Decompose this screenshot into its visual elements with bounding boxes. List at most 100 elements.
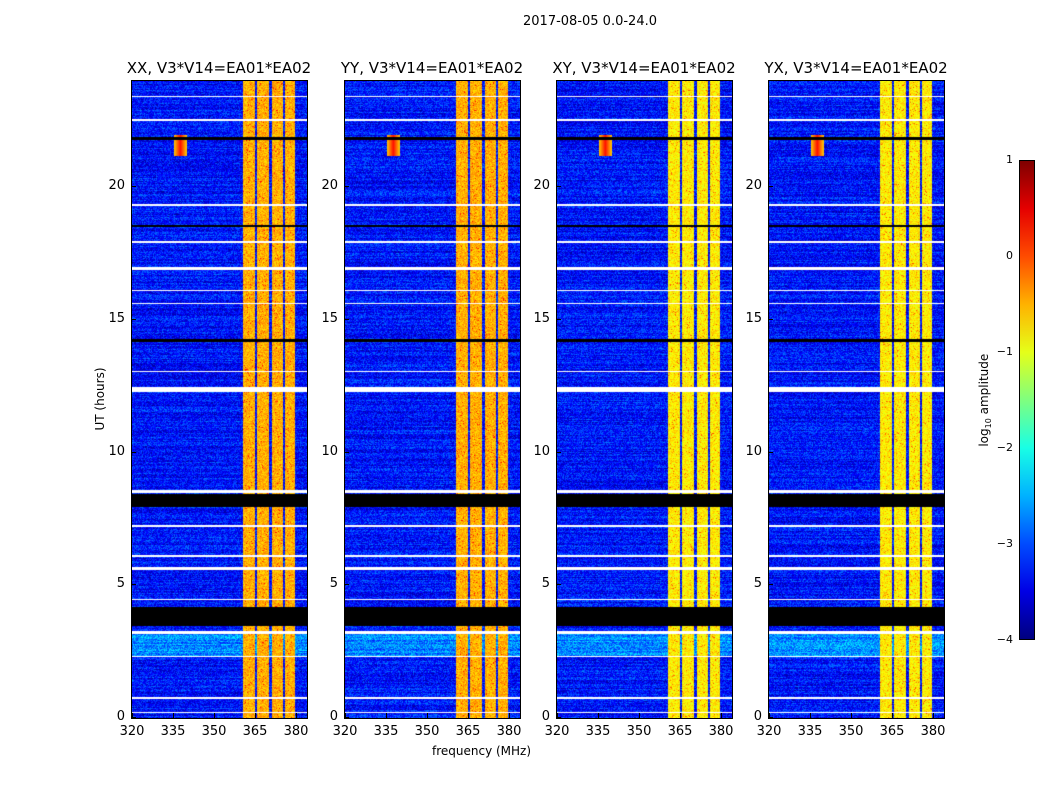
y-tick-label: 15 bbox=[745, 310, 762, 326]
x-tick-label: 350 bbox=[838, 724, 864, 739]
y-tick-mark bbox=[131, 318, 136, 320]
y-tick-label: 15 bbox=[533, 310, 550, 326]
y-tick-mark bbox=[556, 584, 561, 586]
colorbar-tick-label: 1 bbox=[1006, 153, 1013, 166]
y-tick-mark bbox=[344, 318, 349, 320]
x-tick-mark bbox=[214, 713, 216, 719]
x-tick-mark bbox=[680, 713, 682, 719]
colorbar-tick-label: −2 bbox=[996, 441, 1013, 454]
x-tick-label: 335 bbox=[373, 724, 399, 739]
x-tick-label: 380 bbox=[283, 724, 309, 739]
x-tick-label: 320 bbox=[332, 724, 358, 739]
y-tick-mark bbox=[131, 186, 136, 188]
y-tick-label: 0 bbox=[329, 709, 338, 724]
y-tick-label: 15 bbox=[108, 310, 125, 326]
x-tick-mark bbox=[468, 713, 470, 719]
y-tick-label: 5 bbox=[116, 576, 125, 592]
x-tick-label: 335 bbox=[160, 724, 186, 739]
y-tick-label: 0 bbox=[541, 709, 550, 724]
y-tick-mark bbox=[768, 451, 773, 453]
x-tick-mark bbox=[810, 713, 812, 719]
x-tick-mark bbox=[933, 713, 935, 719]
y-tick-mark bbox=[768, 318, 773, 320]
colorbar-tick-label: −1 bbox=[996, 345, 1013, 358]
heatmap-canvas bbox=[345, 81, 520, 718]
y-tick-mark bbox=[768, 717, 773, 718]
x-tick-label: 365 bbox=[455, 724, 481, 739]
x-tick-label: 350 bbox=[201, 724, 227, 739]
x-tick-label: 350 bbox=[414, 724, 440, 739]
y-tick-mark bbox=[556, 717, 561, 718]
x-tick-label: 365 bbox=[667, 724, 693, 739]
y-tick-mark bbox=[556, 318, 561, 320]
colorbar-tick-label: −4 bbox=[996, 633, 1013, 646]
x-tick-label: 365 bbox=[879, 724, 905, 739]
x-tick-mark bbox=[386, 713, 388, 719]
x-tick-mark bbox=[639, 713, 641, 719]
x-tick-mark bbox=[557, 713, 558, 719]
x-tick-label: 380 bbox=[920, 724, 946, 739]
y-tick-label: 10 bbox=[108, 443, 125, 459]
x-tick-label: 320 bbox=[756, 724, 782, 739]
y-tick-label: 10 bbox=[321, 443, 338, 459]
x-tick-mark bbox=[345, 713, 346, 719]
panel-title: YY, V3*V14=EA01*EA02 bbox=[340, 59, 524, 77]
x-tick-mark bbox=[851, 713, 853, 719]
heatmap-panel bbox=[131, 80, 308, 719]
x-tick-mark bbox=[509, 713, 511, 719]
y-axis-label: UT (hours) bbox=[93, 367, 107, 431]
x-tick-mark bbox=[769, 713, 770, 719]
y-tick-label: 20 bbox=[321, 178, 338, 194]
y-tick-mark bbox=[768, 186, 773, 188]
x-tick-mark bbox=[296, 713, 298, 719]
panel-title: XX, V3*V14=EA01*EA02 bbox=[126, 59, 312, 77]
y-tick-mark bbox=[131, 451, 136, 453]
heatmap-canvas bbox=[132, 81, 307, 718]
y-tick-label: 5 bbox=[541, 576, 550, 592]
x-tick-mark bbox=[892, 713, 894, 719]
heatmap-panel bbox=[768, 80, 945, 719]
figure-title: 2017-08-05 0.0-24.0 bbox=[523, 14, 657, 29]
y-tick-mark bbox=[768, 584, 773, 586]
y-tick-mark bbox=[344, 186, 349, 188]
heatmap-canvas bbox=[557, 81, 732, 718]
y-tick-label: 20 bbox=[745, 178, 762, 194]
y-tick-mark bbox=[556, 186, 561, 188]
x-tick-label: 365 bbox=[242, 724, 268, 739]
panel-title: YX, V3*V14=EA01*EA02 bbox=[764, 59, 948, 77]
colorbar-tick-label: −3 bbox=[996, 537, 1013, 550]
y-tick-mark bbox=[344, 717, 349, 718]
heatmap-panel bbox=[344, 80, 521, 719]
y-tick-label: 20 bbox=[108, 178, 125, 194]
y-tick-label: 5 bbox=[753, 576, 762, 592]
x-tick-label: 350 bbox=[626, 724, 652, 739]
x-tick-mark bbox=[255, 713, 257, 719]
x-tick-label: 320 bbox=[544, 724, 570, 739]
y-tick-label: 15 bbox=[321, 310, 338, 326]
y-tick-mark bbox=[344, 584, 349, 586]
x-tick-mark bbox=[132, 713, 133, 719]
y-tick-label: 5 bbox=[329, 576, 338, 592]
x-tick-mark bbox=[173, 713, 175, 719]
x-axis-label: frequency (MHz) bbox=[432, 744, 532, 758]
panel-title: XY, V3*V14=EA01*EA02 bbox=[552, 59, 736, 77]
y-tick-mark bbox=[131, 584, 136, 586]
heatmap-canvas bbox=[769, 81, 944, 718]
y-tick-mark bbox=[344, 451, 349, 453]
x-tick-mark bbox=[598, 713, 600, 719]
y-tick-label: 10 bbox=[745, 443, 762, 459]
y-tick-mark bbox=[556, 451, 561, 453]
colorbar bbox=[1019, 160, 1035, 640]
colorbar-tick-label: 0 bbox=[1006, 249, 1013, 262]
x-tick-label: 380 bbox=[708, 724, 734, 739]
y-tick-label: 10 bbox=[533, 443, 550, 459]
x-tick-label: 335 bbox=[585, 724, 611, 739]
y-tick-mark bbox=[131, 717, 136, 718]
x-tick-label: 335 bbox=[797, 724, 823, 739]
y-tick-label: 0 bbox=[753, 709, 762, 724]
y-tick-label: 0 bbox=[116, 709, 125, 724]
x-tick-mark bbox=[427, 713, 429, 719]
x-tick-label: 380 bbox=[496, 724, 522, 739]
heatmap-panel bbox=[556, 80, 733, 719]
y-tick-label: 20 bbox=[533, 178, 550, 194]
